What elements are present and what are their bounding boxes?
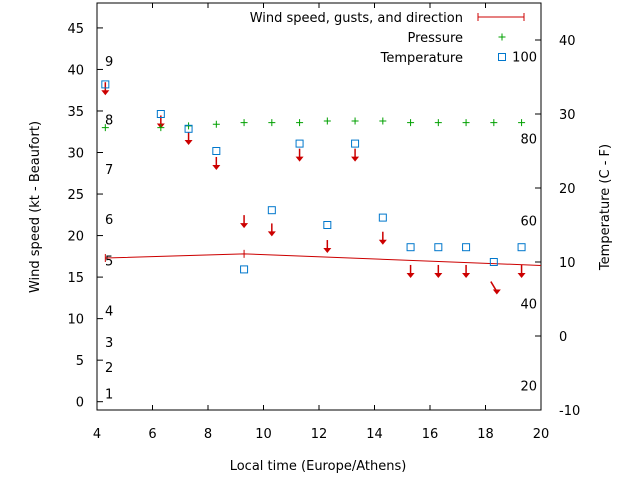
temperature-point bbox=[462, 243, 471, 252]
y2-tick-label: -10 bbox=[559, 404, 580, 419]
y-tick-label: 30 bbox=[67, 147, 84, 162]
temperature-point bbox=[295, 139, 304, 148]
wind-direction-arrow bbox=[267, 223, 276, 237]
beaufort-label: 2 bbox=[105, 361, 113, 376]
legend-label: Temperature bbox=[380, 51, 463, 66]
x-axis-label: Local time (Europe/Athens) bbox=[230, 459, 407, 474]
pressure-point bbox=[240, 119, 248, 127]
x-tick-label: 8 bbox=[204, 427, 212, 442]
pressure-point bbox=[185, 122, 193, 130]
pressure-point bbox=[212, 120, 220, 128]
y-tick-label: 10 bbox=[67, 313, 84, 328]
beaufort-label: 3 bbox=[105, 336, 113, 351]
x-tick-label: 20 bbox=[533, 427, 550, 442]
pressure-point bbox=[351, 117, 359, 125]
pressure-point bbox=[268, 119, 276, 127]
fahrenheit-label: 40 bbox=[520, 297, 537, 312]
y2-tick-label: 10 bbox=[559, 256, 576, 271]
y-tick-label: 35 bbox=[67, 105, 84, 120]
legend-label: Wind speed, gusts, and direction bbox=[250, 11, 463, 26]
temperature-point bbox=[101, 80, 110, 89]
y-tick-label: 20 bbox=[67, 230, 84, 245]
legend-label: Pressure bbox=[407, 31, 463, 46]
wind-direction-arrow bbox=[212, 156, 221, 170]
wind-direction-arrow bbox=[295, 148, 304, 162]
wind-direction-arrow bbox=[406, 264, 415, 278]
temperature-point bbox=[267, 206, 276, 215]
y-tick-label: 45 bbox=[67, 22, 84, 37]
wind-direction-arrow bbox=[490, 281, 501, 295]
beaufort-label: 1 bbox=[105, 387, 113, 402]
legend-swatch-temperature bbox=[498, 53, 506, 61]
beaufort-label: 5 bbox=[105, 254, 113, 269]
pressure-point bbox=[434, 119, 442, 127]
pressure-point bbox=[407, 119, 415, 127]
temperature-point bbox=[323, 221, 332, 229]
temperature-point bbox=[351, 139, 360, 148]
y-tick-label: 0 bbox=[76, 396, 84, 411]
temperature-point bbox=[434, 243, 443, 252]
temperature-point bbox=[212, 147, 221, 155]
wind-direction-arrow bbox=[378, 231, 387, 245]
fahrenheit-label: 80 bbox=[520, 132, 537, 147]
y2-tick-label: 40 bbox=[559, 34, 576, 49]
temperature-point bbox=[489, 258, 498, 266]
beaufort-label: 9 bbox=[105, 55, 113, 70]
fahrenheit-label: 20 bbox=[520, 380, 537, 395]
y2-tick-label: 30 bbox=[559, 108, 576, 123]
pressure-point bbox=[518, 119, 526, 127]
y-tick-label: 25 bbox=[67, 188, 84, 203]
wind-direction-arrow bbox=[462, 264, 471, 278]
pressure-point bbox=[296, 119, 304, 127]
wind-direction-arrow bbox=[240, 215, 249, 229]
pressure-point bbox=[490, 119, 498, 127]
wind-speed-line bbox=[105, 253, 542, 266]
x-tick-label: 16 bbox=[422, 427, 439, 442]
y-tick-label: 5 bbox=[76, 354, 84, 369]
y2-tick-label: 20 bbox=[559, 182, 576, 197]
temperature-point bbox=[406, 243, 415, 252]
plot-frame bbox=[96, 2, 542, 411]
y-tick-label: 40 bbox=[67, 63, 84, 78]
wind-direction-arrow bbox=[351, 148, 360, 162]
temperature-point bbox=[378, 213, 387, 222]
beaufort-label: 4 bbox=[105, 304, 113, 319]
y2-axis-label: Temperature (C - F) bbox=[598, 144, 613, 271]
wind-direction-arrow bbox=[184, 132, 193, 146]
temperature-point bbox=[156, 110, 165, 118]
pressure-point bbox=[323, 117, 331, 125]
fahrenheit-label: 60 bbox=[520, 215, 537, 230]
beaufort-label: 6 bbox=[105, 213, 113, 228]
y2-tick-label: 0 bbox=[559, 330, 567, 345]
y-tick-label: 15 bbox=[67, 271, 84, 286]
beaufort-label: 7 bbox=[105, 163, 113, 178]
pressure-point bbox=[462, 119, 470, 127]
fahrenheit-label: 100 bbox=[512, 50, 537, 65]
x-tick-label: 18 bbox=[477, 427, 494, 442]
x-tick-label: 10 bbox=[255, 427, 272, 442]
x-tick-label: 14 bbox=[366, 427, 383, 442]
legend-swatch-pressure bbox=[498, 33, 506, 41]
wind-direction-arrow bbox=[517, 264, 526, 278]
pressure-point bbox=[157, 124, 165, 132]
temperature-point bbox=[517, 243, 526, 252]
wind-direction-arrow bbox=[101, 82, 110, 96]
wind-direction-arrow bbox=[323, 240, 332, 254]
temperature-point bbox=[184, 124, 193, 133]
y-axis-label: Wind speed (kt - Beaufort) bbox=[28, 121, 43, 293]
x-tick-label: 6 bbox=[148, 427, 156, 442]
wind-direction-arrow bbox=[434, 264, 443, 278]
x-tick-label: 4 bbox=[93, 427, 101, 442]
temperature-point bbox=[240, 265, 249, 274]
beaufort-label: 8 bbox=[105, 113, 113, 128]
pressure-point bbox=[379, 117, 387, 125]
x-tick-label: 12 bbox=[311, 427, 328, 442]
pressure-point bbox=[101, 124, 109, 132]
